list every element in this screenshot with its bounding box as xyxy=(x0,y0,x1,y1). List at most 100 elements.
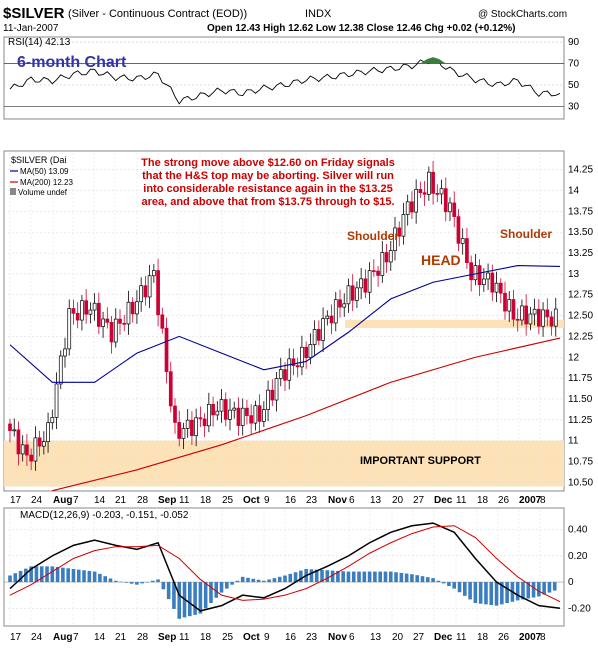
right-shoulder-label: Shoulder xyxy=(500,227,552,241)
price-x-label: 7 xyxy=(73,495,79,506)
macd-histogram-bar xyxy=(420,576,425,583)
macd-histogram-bar xyxy=(61,567,65,583)
macd-histogram-bar xyxy=(24,568,28,583)
price-candle-body xyxy=(63,348,67,357)
price-candle-body xyxy=(325,315,330,320)
price-candle-body xyxy=(29,454,34,462)
head-label: HEAD xyxy=(421,252,461,268)
macd-x-label: 11 xyxy=(179,632,190,643)
macd-histogram-bar xyxy=(82,570,86,583)
macd-histogram-bar xyxy=(50,566,55,583)
macd-histogram-bar xyxy=(129,582,134,584)
macd-histogram-bar xyxy=(214,582,219,598)
macd-histogram-bar xyxy=(484,582,488,605)
macd-histogram-bar xyxy=(505,582,509,604)
macd-x-label: 13 xyxy=(370,632,382,643)
price-candle-body xyxy=(312,329,317,345)
price-candle-body xyxy=(532,308,537,315)
macd-histogram-bar xyxy=(367,571,372,583)
support-zone xyxy=(4,440,564,487)
price-candle-body xyxy=(304,346,309,358)
price-candle-body xyxy=(266,389,270,410)
price-x-label: 27 xyxy=(413,495,425,506)
price-candle-body xyxy=(486,272,490,280)
price-tick-label: 11.75 xyxy=(568,373,593,384)
price-candle-body xyxy=(130,301,135,315)
macd-x-label: Sep xyxy=(158,632,176,643)
macd-histogram-bar xyxy=(92,571,97,583)
price-candle-body xyxy=(376,270,380,276)
price-candle-body xyxy=(342,303,347,308)
price-x-label: 18 xyxy=(477,495,489,506)
price-candle-body xyxy=(253,405,258,424)
price-candle-body xyxy=(367,270,372,293)
legend-ma200: MA(200) 12.23 xyxy=(20,178,73,187)
price-x-label: 25 xyxy=(222,495,234,506)
price-candle-body xyxy=(20,444,25,455)
price-candle-body xyxy=(173,405,177,423)
price-candle-body xyxy=(443,188,448,213)
price-x-label: 2007 xyxy=(519,495,542,506)
price-candle-body xyxy=(160,314,165,329)
price-tick-label: 12 xyxy=(568,352,580,363)
price-candle-body xyxy=(54,383,59,418)
macd-x-label: 25 xyxy=(222,632,234,643)
price-x-label: 6 xyxy=(349,495,355,506)
price-candle-body xyxy=(456,216,461,244)
price-candle-body xyxy=(75,312,80,321)
macd-histogram-bar xyxy=(552,582,557,591)
price-x-label: 26 xyxy=(498,495,510,506)
macd-x-label: 20 xyxy=(392,632,404,643)
price-candle-body xyxy=(346,285,351,305)
price-candle-body xyxy=(338,299,342,308)
price-candle-body xyxy=(135,301,139,315)
price-candle-body xyxy=(422,192,427,195)
macd-histogram-bar xyxy=(325,570,330,583)
macd-histogram-bar xyxy=(431,578,435,583)
macd-tick-label: 0 xyxy=(568,577,574,588)
macd-histogram-bar xyxy=(119,581,123,583)
macd-layer: 0.40 0.20 0 -0.20 xyxy=(4,510,591,624)
macd-histogram-bar xyxy=(489,582,494,605)
price-tick-label: 14 xyxy=(568,186,580,197)
macd-histogram-bar xyxy=(378,571,382,583)
signal-line xyxy=(9,525,561,603)
price-candle-body xyxy=(58,355,63,385)
macd-histogram-bar xyxy=(425,577,430,583)
price-candle-body xyxy=(541,309,545,327)
price-candle-body xyxy=(92,302,97,311)
rsi-tick-label: 70 xyxy=(568,59,580,70)
macd-histogram-bar xyxy=(441,582,446,584)
price-candle-body xyxy=(380,252,385,276)
macd-x-label: 28 xyxy=(137,632,149,643)
price-candle-body xyxy=(105,318,110,323)
rsi-overbought-fill xyxy=(420,57,446,64)
macd-x-label: 24 xyxy=(31,632,43,643)
macd-histogram-bar xyxy=(478,582,483,604)
price-candle-body xyxy=(316,329,321,341)
price-candle-body xyxy=(431,171,435,194)
macd-histogram-bar xyxy=(336,570,340,583)
macd-histogram-bar xyxy=(8,575,12,583)
macd-histogram-bar xyxy=(76,569,81,583)
macd-histogram-bar xyxy=(373,571,377,583)
macd-histogram-bar xyxy=(330,570,335,583)
macd-histogram-bar xyxy=(521,582,525,600)
price-x-label: 8 xyxy=(540,495,546,506)
macd-histogram-bar xyxy=(87,570,92,583)
macd-histogram-bar xyxy=(399,572,404,583)
price-candle-body xyxy=(545,309,550,318)
macd-histogram-bar xyxy=(140,582,145,584)
macd-histogram-bar xyxy=(145,582,150,583)
price-candle-body xyxy=(300,346,304,368)
price-x-label: 13 xyxy=(370,495,382,506)
macd-x-label: 2007 xyxy=(519,632,542,643)
legend-volume: Volume undef xyxy=(18,188,68,197)
price-candle-body xyxy=(219,399,224,412)
macd-histogram-bar xyxy=(230,582,234,585)
price-candle-body xyxy=(168,371,173,407)
price-candle-body xyxy=(190,419,194,436)
price-candle-body xyxy=(460,238,465,244)
price-candle-body xyxy=(448,202,452,213)
